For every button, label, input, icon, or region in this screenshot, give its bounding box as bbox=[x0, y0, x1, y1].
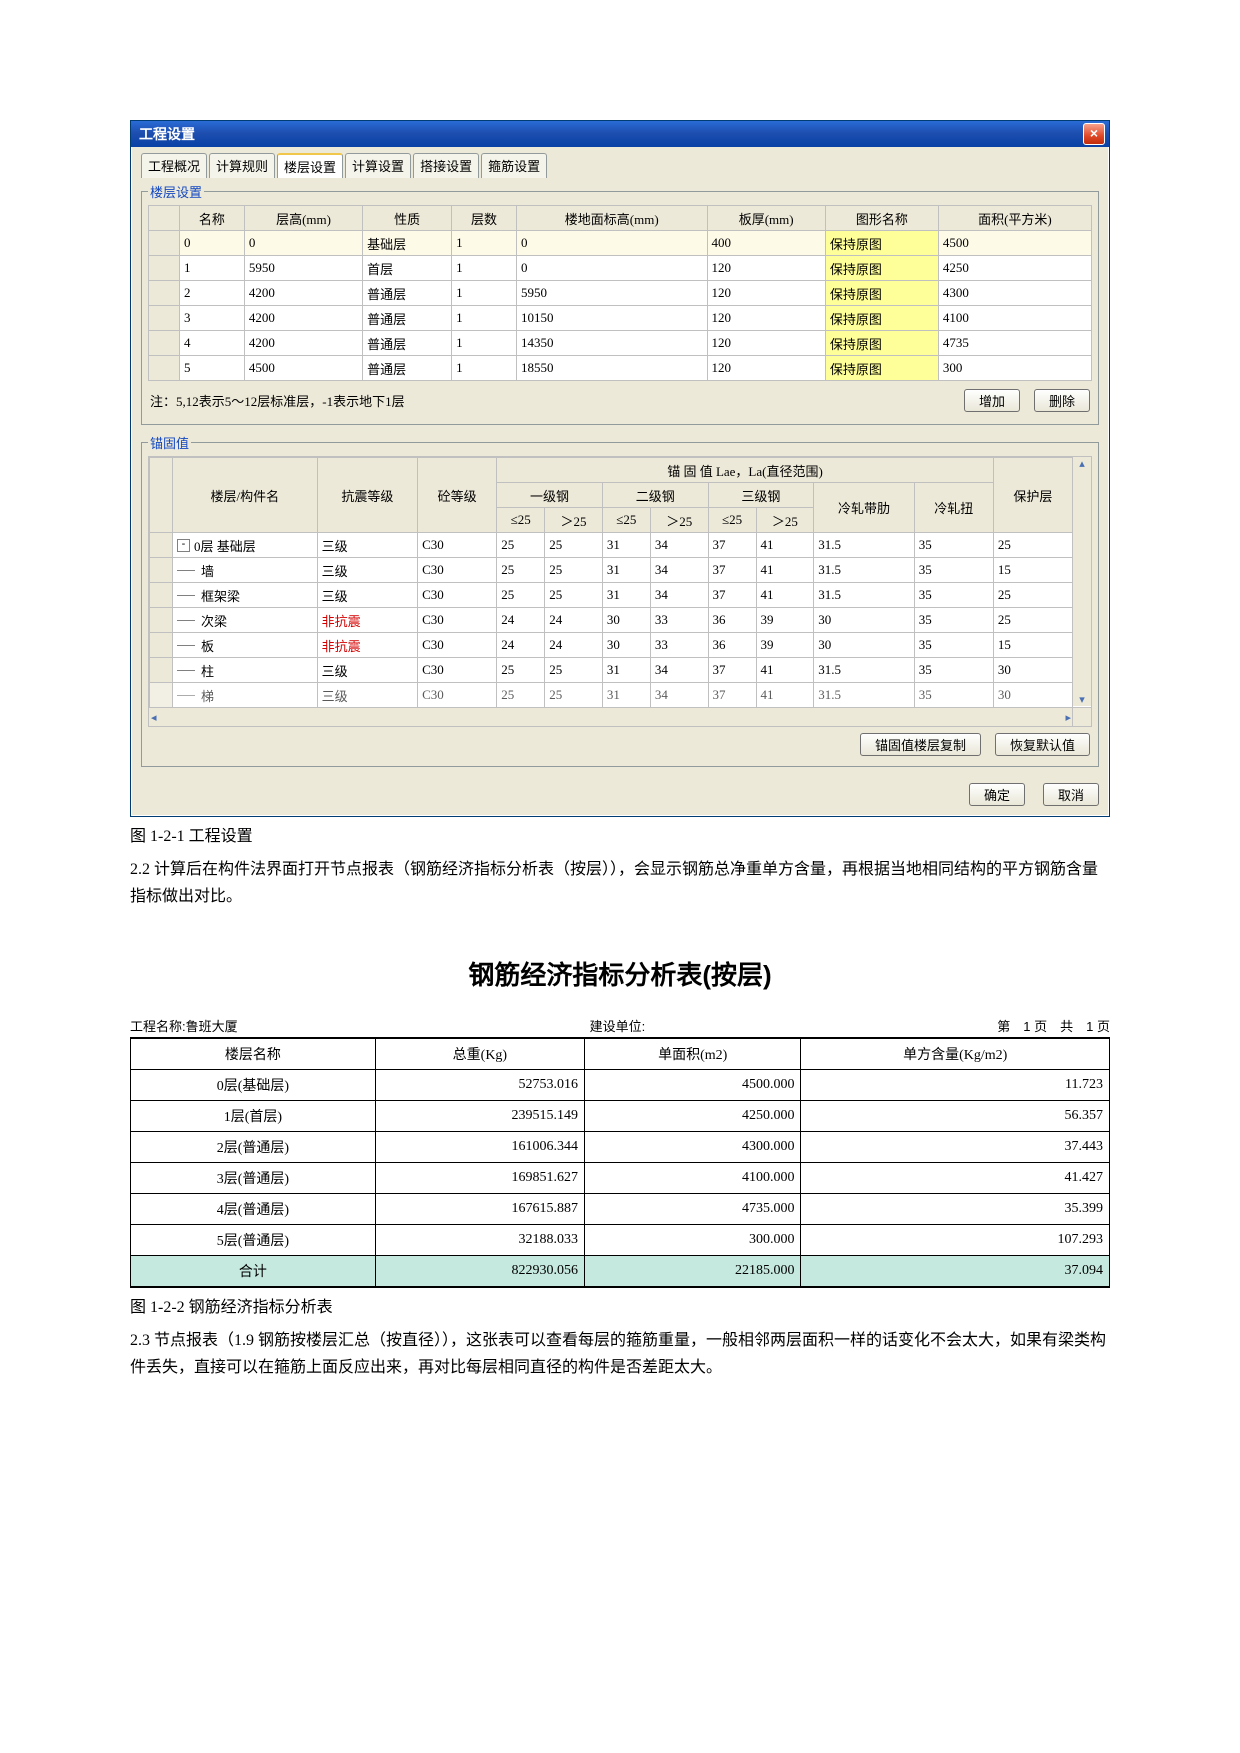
project-settings-dialog: 工程设置 × 工程概况计算规则楼层设置计算设置搭接设置箍筋设置 楼层设置 名称层… bbox=[130, 120, 1110, 817]
anchor-copy-button[interactable]: 锚固值楼层复制 bbox=[860, 733, 981, 756]
report-meta: 工程名称:鲁班大厦 建设单位: 第 1 页 共 1 页 bbox=[130, 1016, 1110, 1035]
anchor-table: 楼层/构件名抗震等级砼等级锚 固 值 Lae，La(直径范围)保护层一级钢二级钢… bbox=[149, 457, 1073, 708]
anchor-row[interactable]: 次梁非抗震C30242430333639303525 bbox=[150, 608, 1073, 633]
report-row: 2层(普通层)161006.3444300.00037.443 bbox=[131, 1131, 1110, 1162]
anchor-row[interactable]: 墙三级C3025253134374131.53515 bbox=[150, 558, 1073, 583]
report-row: 0层(基础层)52753.0164500.00011.723 bbox=[131, 1069, 1110, 1100]
floor-col-header: 面积(平方米) bbox=[938, 206, 1091, 231]
add-button[interactable]: 增加 bbox=[964, 389, 1020, 412]
floor-row[interactable]: 24200普通层15950120保持原图4300 bbox=[149, 281, 1092, 306]
anchor-row[interactable]: 板非抗震C30242430333639303515 bbox=[150, 633, 1073, 658]
anchor-row[interactable]: 柱三级C3025253134374131.53530 bbox=[150, 658, 1073, 683]
delete-button[interactable]: 删除 bbox=[1034, 389, 1090, 412]
floor-row[interactable]: 34200普通层110150120保持原图4100 bbox=[149, 306, 1092, 331]
tab-strip: 工程概况计算规则楼层设置计算设置搭接设置箍筋设置 bbox=[141, 153, 1099, 178]
floor-col-header: 板厚(mm) bbox=[707, 206, 825, 231]
floor-col-header: 名称 bbox=[180, 206, 245, 231]
floor-col-header: 层数 bbox=[452, 206, 517, 231]
floor-settings-group: 楼层设置 名称层高(mm)性质层数楼地面标高(mm)板厚(mm)图形名称面积(平… bbox=[141, 182, 1099, 425]
floor-row[interactable]: 44200普通层114350120保持原图4735 bbox=[149, 331, 1092, 356]
meta-project-label: 工程名称: bbox=[130, 1019, 186, 1034]
paragraph-2-3: 2.3 节点报表（1.9 钢筋按楼层汇总（按直径）），这张表可以查看每层的箍筋重… bbox=[130, 1327, 1110, 1381]
scroll-down-icon[interactable]: ▾ bbox=[1079, 693, 1085, 706]
restore-default-button[interactable]: 恢复默认值 bbox=[995, 733, 1090, 756]
tab-0[interactable]: 工程概况 bbox=[141, 153, 207, 178]
tab-4[interactable]: 搭接设置 bbox=[413, 153, 479, 178]
tab-1[interactable]: 计算规则 bbox=[209, 153, 275, 178]
meta-page: 第 1 页 共 1 页 bbox=[997, 1016, 1110, 1035]
meta-project-value: 鲁班大厦 bbox=[186, 1019, 238, 1034]
dialog-title: 工程设置 bbox=[135, 124, 195, 144]
anchor-row[interactable]: 框架梁三级C3025253134374131.53525 bbox=[150, 583, 1073, 608]
close-icon[interactable]: × bbox=[1083, 123, 1105, 145]
cancel-button[interactable]: 取消 bbox=[1043, 783, 1099, 806]
anchor-row[interactable]: -0层 基础层三级C3025253134374131.53525 bbox=[150, 533, 1073, 558]
scroll-left-icon[interactable]: ◂ bbox=[151, 711, 157, 724]
anchor-value-group: 锚固值 楼层/构件名抗震等级砼等级锚 固 值 Lae，La(直径范围)保护层一级… bbox=[141, 433, 1099, 767]
anchor-row[interactable]: 梯三级C3025253134374131.53530 bbox=[150, 683, 1073, 708]
floor-col-header: 图形名称 bbox=[825, 206, 938, 231]
floor-row[interactable]: 54500普通层118550120保持原图300 bbox=[149, 356, 1092, 381]
floor-col-header: 层高(mm) bbox=[244, 206, 362, 231]
paragraph-2-2: 2.2 计算后在构件法界面打开节点报表（钢筋经济指标分析表（按层）），会显示钢筋… bbox=[130, 856, 1110, 910]
tab-3[interactable]: 计算设置 bbox=[345, 153, 411, 178]
tab-2[interactable]: 楼层设置 bbox=[277, 153, 343, 178]
floor-row[interactable]: 00基础层10400保持原图4500 bbox=[149, 231, 1092, 256]
scroll-corner bbox=[1072, 707, 1091, 726]
figure-2-caption: 图 1-2-2 钢筋经济指标分析表 bbox=[130, 1294, 1110, 1321]
tab-5[interactable]: 箍筋设置 bbox=[481, 153, 547, 178]
floor-col-header: 楼地面标高(mm) bbox=[516, 206, 707, 231]
titlebar: 工程设置 × bbox=[131, 121, 1109, 147]
floor-note: 注：5,12表示5～12层标准层，-1表示地下1层 bbox=[150, 391, 405, 410]
report-row: 3层(普通层)169851.6274100.00041.427 bbox=[131, 1162, 1110, 1193]
floor-settings-legend: 楼层设置 bbox=[148, 182, 204, 201]
figure-1-caption: 图 1-2-1 工程设置 bbox=[130, 823, 1110, 850]
floor-table: 名称层高(mm)性质层数楼地面标高(mm)板厚(mm)图形名称面积(平方米) 0… bbox=[148, 205, 1092, 381]
report-total-row: 合计822930.05622185.00037.094 bbox=[131, 1255, 1110, 1287]
scroll-right-icon[interactable]: ▸ bbox=[1065, 711, 1071, 724]
meta-builder-label: 建设单位: bbox=[590, 1016, 646, 1035]
horizontal-scrollbar[interactable]: ◂ ▸ bbox=[149, 707, 1073, 726]
scroll-up-icon[interactable]: ▴ bbox=[1079, 457, 1085, 470]
ok-button[interactable]: 确定 bbox=[969, 783, 1025, 806]
tree-collapse-icon[interactable]: - bbox=[177, 539, 190, 552]
report-row: 4层(普通层)167615.8874735.00035.399 bbox=[131, 1193, 1110, 1224]
floor-row[interactable]: 15950首层10120保持原图4250 bbox=[149, 256, 1092, 281]
report-row: 5层(普通层)32188.033300.000107.293 bbox=[131, 1224, 1110, 1255]
floor-col-header: 性质 bbox=[363, 206, 452, 231]
vertical-scrollbar[interactable]: ▴ ▾ bbox=[1072, 457, 1091, 706]
analysis-report-table: 楼层名称总重(Kg)单面积(m2)单方含量(Kg/m2) 0层(基础层)5275… bbox=[130, 1037, 1110, 1288]
anchor-legend: 锚固值 bbox=[148, 433, 191, 452]
report-row: 1层(首层)239515.1494250.00056.357 bbox=[131, 1100, 1110, 1131]
report-title: 钢筋经济指标分析表(按层) bbox=[130, 955, 1110, 992]
